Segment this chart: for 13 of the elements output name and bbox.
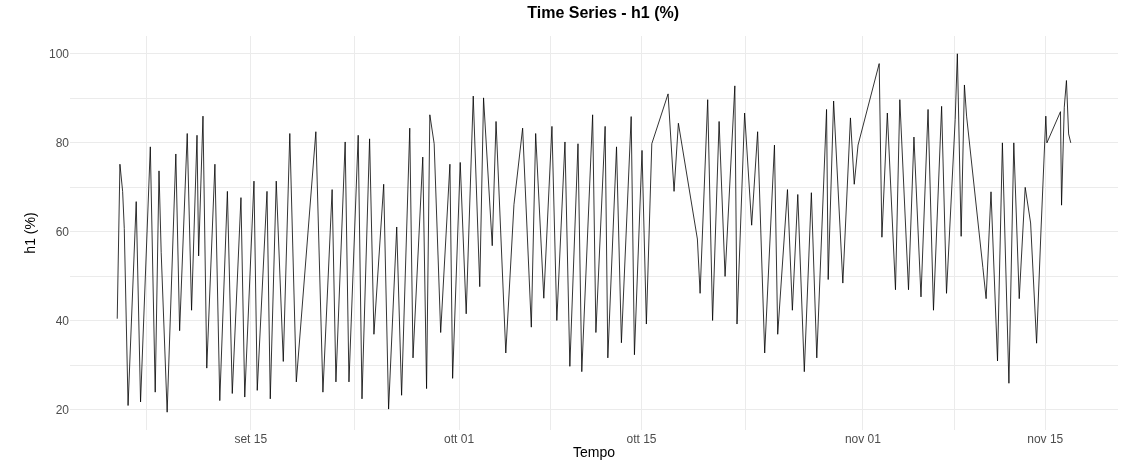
y-axis-title: h1 (%)	[21, 212, 38, 254]
chart-title: Time Series - h1 (%)	[527, 4, 680, 22]
x-tick-label: ott 15	[626, 432, 657, 446]
y-tick-label: 80	[55, 136, 70, 151]
y-tick-label: 20	[55, 403, 70, 418]
y-tick-label: 40	[55, 314, 70, 329]
x-tick-label: set 15	[234, 432, 268, 446]
x-tick-label: nov 15	[1027, 432, 1064, 446]
y-tick-label: 100	[48, 47, 70, 62]
x-tick-label: ott 01	[444, 432, 475, 446]
x-axis-title: Tempo	[572, 444, 616, 461]
y-tick-label: 60	[55, 225, 70, 240]
x-tick-label: nov 01	[844, 432, 882, 446]
